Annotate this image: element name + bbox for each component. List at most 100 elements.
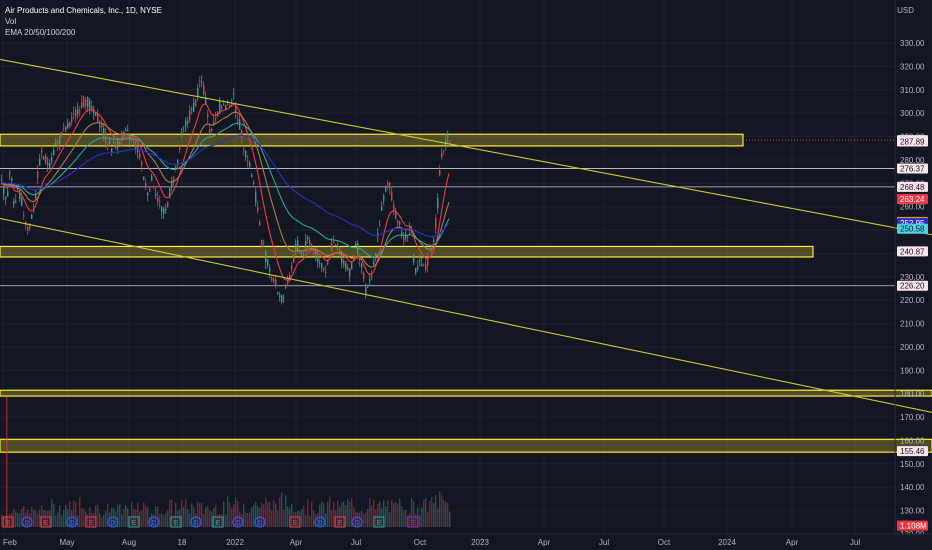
candle-body <box>313 253 315 255</box>
candle-body <box>53 149 55 156</box>
earnings-marker[interactable]: E <box>407 516 419 528</box>
volume-bar <box>45 510 47 527</box>
candle-body <box>293 254 295 263</box>
price-label-box <box>897 181 928 192</box>
volume-bar <box>151 513 153 527</box>
volume-bar <box>377 503 379 527</box>
earnings-marker[interactable]: E <box>2 516 14 528</box>
volume-bar <box>399 498 401 527</box>
volume-bar <box>215 504 217 527</box>
earnings-box <box>170 516 182 528</box>
dividend-marker[interactable]: D <box>232 516 244 528</box>
volume-bar <box>169 500 171 527</box>
volume-bar <box>249 512 251 527</box>
dividend-circle <box>66 516 78 528</box>
volume-bar <box>371 505 373 527</box>
volume-bar <box>435 495 437 527</box>
volume-bar <box>139 511 141 527</box>
candle-body <box>253 183 255 184</box>
volume-bar <box>307 499 309 527</box>
volume-bar <box>375 509 377 527</box>
volume-bar <box>49 510 51 527</box>
dividend-marker[interactable]: D <box>66 516 78 528</box>
volume-bar <box>197 501 199 527</box>
candle-body <box>419 260 421 262</box>
earnings-box <box>289 516 301 528</box>
candle-body <box>321 263 323 268</box>
candle-body <box>185 121 187 126</box>
earnings-marker[interactable]: E <box>373 516 385 528</box>
candle-body <box>167 201 169 207</box>
volume-bar <box>267 501 269 527</box>
dividend-marker[interactable]: D <box>190 516 202 528</box>
candle-body <box>283 297 285 299</box>
volume-bar <box>11 513 13 527</box>
candle-body <box>403 237 405 241</box>
volume-bar <box>195 513 197 527</box>
volume-bar <box>269 501 271 527</box>
candle-body <box>345 262 347 269</box>
volume-bar <box>69 501 71 527</box>
volume-bar <box>427 512 429 527</box>
price-label-box <box>897 280 928 291</box>
volume-bar <box>157 506 159 527</box>
dividend-marker[interactable]: D <box>254 516 266 528</box>
candle-body <box>297 240 299 250</box>
earnings-marker[interactable]: E <box>40 516 52 528</box>
volume-bar <box>73 500 75 527</box>
volume-bar <box>15 511 17 527</box>
volume-bar <box>433 502 435 527</box>
support-resistance-zone <box>0 438 932 453</box>
dividend-circle <box>254 516 266 528</box>
volume-bar <box>189 513 191 527</box>
dividend-marker[interactable]: D <box>351 516 363 528</box>
earnings-marker[interactable]: E <box>289 516 301 528</box>
candle-body <box>221 107 223 109</box>
volume-bar <box>79 497 81 527</box>
volume-indicator-label[interactable]: Vol <box>5 17 17 26</box>
dividend-marker[interactable]: D <box>21 516 33 528</box>
price-axis[interactable]: 120.00130.00140.00150.00160.00170.00180.… <box>894 0 925 550</box>
candle-body <box>303 254 305 256</box>
volume-bar <box>229 502 231 527</box>
dividend-marker[interactable]: D <box>314 516 326 528</box>
dividend-marker[interactable]: D <box>148 516 160 528</box>
volume-bar <box>1 514 3 527</box>
dividend-circle <box>314 516 326 528</box>
candle-body <box>317 255 319 263</box>
candle-body <box>395 212 397 218</box>
time-axis[interactable]: Feb May Aug 18 2022 Apr Jul Oct 2023 Apr Jul Oct 202… <box>0 533 932 550</box>
earnings-marker[interactable]: E <box>212 516 224 528</box>
earnings-marker[interactable]: E <box>128 516 140 528</box>
time-tick-label: 2024 <box>718 538 736 547</box>
volume-bar <box>347 499 349 527</box>
earnings-marker[interactable]: E <box>85 516 97 528</box>
ema-indicator-label[interactable]: EMA 20/50/100/200 <box>5 28 76 37</box>
candle-body <box>191 108 193 110</box>
volume-bar <box>119 504 121 527</box>
candle-body <box>3 186 5 195</box>
candle-body <box>445 139 447 145</box>
volume-bar <box>213 508 215 527</box>
currency-label: USD <box>897 6 914 15</box>
candle-body <box>305 240 307 249</box>
earnings-marker[interactable]: E <box>334 516 346 528</box>
candle-body <box>423 265 425 267</box>
support-resistance-zone <box>0 245 814 258</box>
dividend-marker[interactable]: D <box>107 516 119 528</box>
candle-body <box>359 258 361 260</box>
volume-bar <box>373 500 375 527</box>
candle-body <box>45 155 47 164</box>
time-tick-label: Jul <box>599 538 609 547</box>
volume-bar <box>105 511 107 527</box>
candle-body <box>301 252 303 254</box>
symbol-title[interactable]: Air Products and Chemicals, Inc., 1D, NY… <box>5 6 162 15</box>
earnings-box <box>373 516 385 528</box>
candle-body <box>243 148 245 150</box>
earnings-marker[interactable]: E <box>170 516 182 528</box>
candle-body <box>235 105 237 113</box>
event-label: E <box>6 520 11 527</box>
